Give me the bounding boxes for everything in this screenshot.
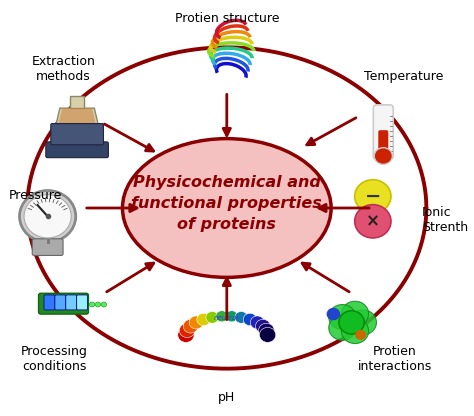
Circle shape xyxy=(183,319,198,333)
FancyBboxPatch shape xyxy=(378,130,388,156)
Text: Pressure: Pressure xyxy=(9,189,63,202)
Circle shape xyxy=(255,319,270,333)
FancyBboxPatch shape xyxy=(374,105,393,159)
Circle shape xyxy=(349,310,376,335)
Circle shape xyxy=(355,205,391,238)
Circle shape xyxy=(178,327,194,342)
Circle shape xyxy=(259,323,274,337)
Text: −: − xyxy=(365,187,381,206)
Circle shape xyxy=(329,315,356,340)
FancyBboxPatch shape xyxy=(77,295,88,310)
FancyBboxPatch shape xyxy=(38,293,89,314)
Circle shape xyxy=(235,312,248,323)
Ellipse shape xyxy=(122,139,331,277)
Circle shape xyxy=(197,313,210,326)
Text: pH: pH xyxy=(218,391,236,404)
FancyBboxPatch shape xyxy=(66,295,77,310)
Circle shape xyxy=(341,301,369,326)
Text: Physicochemical and
functional properties
of proteins: Physicochemical and functional propertie… xyxy=(131,175,322,233)
Text: Temperature: Temperature xyxy=(364,70,443,83)
Polygon shape xyxy=(70,96,84,108)
Circle shape xyxy=(339,311,364,334)
FancyBboxPatch shape xyxy=(55,295,66,310)
Text: neutral: neutral xyxy=(214,315,239,321)
FancyBboxPatch shape xyxy=(46,142,109,158)
Circle shape xyxy=(189,316,203,329)
Text: Extraction
methods: Extraction methods xyxy=(32,55,95,83)
Circle shape xyxy=(259,327,276,342)
Circle shape xyxy=(95,302,100,307)
Circle shape xyxy=(216,311,228,322)
Circle shape xyxy=(226,311,238,322)
Circle shape xyxy=(243,313,257,326)
Circle shape xyxy=(355,330,366,340)
Circle shape xyxy=(327,308,340,320)
FancyBboxPatch shape xyxy=(51,124,103,145)
Circle shape xyxy=(374,148,392,164)
Text: Ionic
Strenth: Ionic Strenth xyxy=(422,206,468,235)
Text: Protien structure: Protien structure xyxy=(174,12,279,25)
Circle shape xyxy=(24,195,71,238)
Circle shape xyxy=(90,302,95,307)
Circle shape xyxy=(19,191,76,242)
FancyBboxPatch shape xyxy=(32,239,63,255)
Circle shape xyxy=(179,323,195,337)
Text: Processing
conditions: Processing conditions xyxy=(21,345,88,373)
Circle shape xyxy=(355,180,391,213)
FancyBboxPatch shape xyxy=(44,295,55,310)
Text: ×: × xyxy=(366,212,380,230)
Circle shape xyxy=(341,319,369,344)
Circle shape xyxy=(250,316,264,329)
Circle shape xyxy=(101,302,107,307)
Text: Protien
interactions: Protien interactions xyxy=(357,345,432,373)
Circle shape xyxy=(329,305,356,329)
Polygon shape xyxy=(52,108,102,141)
Circle shape xyxy=(206,312,219,323)
Polygon shape xyxy=(55,108,99,137)
